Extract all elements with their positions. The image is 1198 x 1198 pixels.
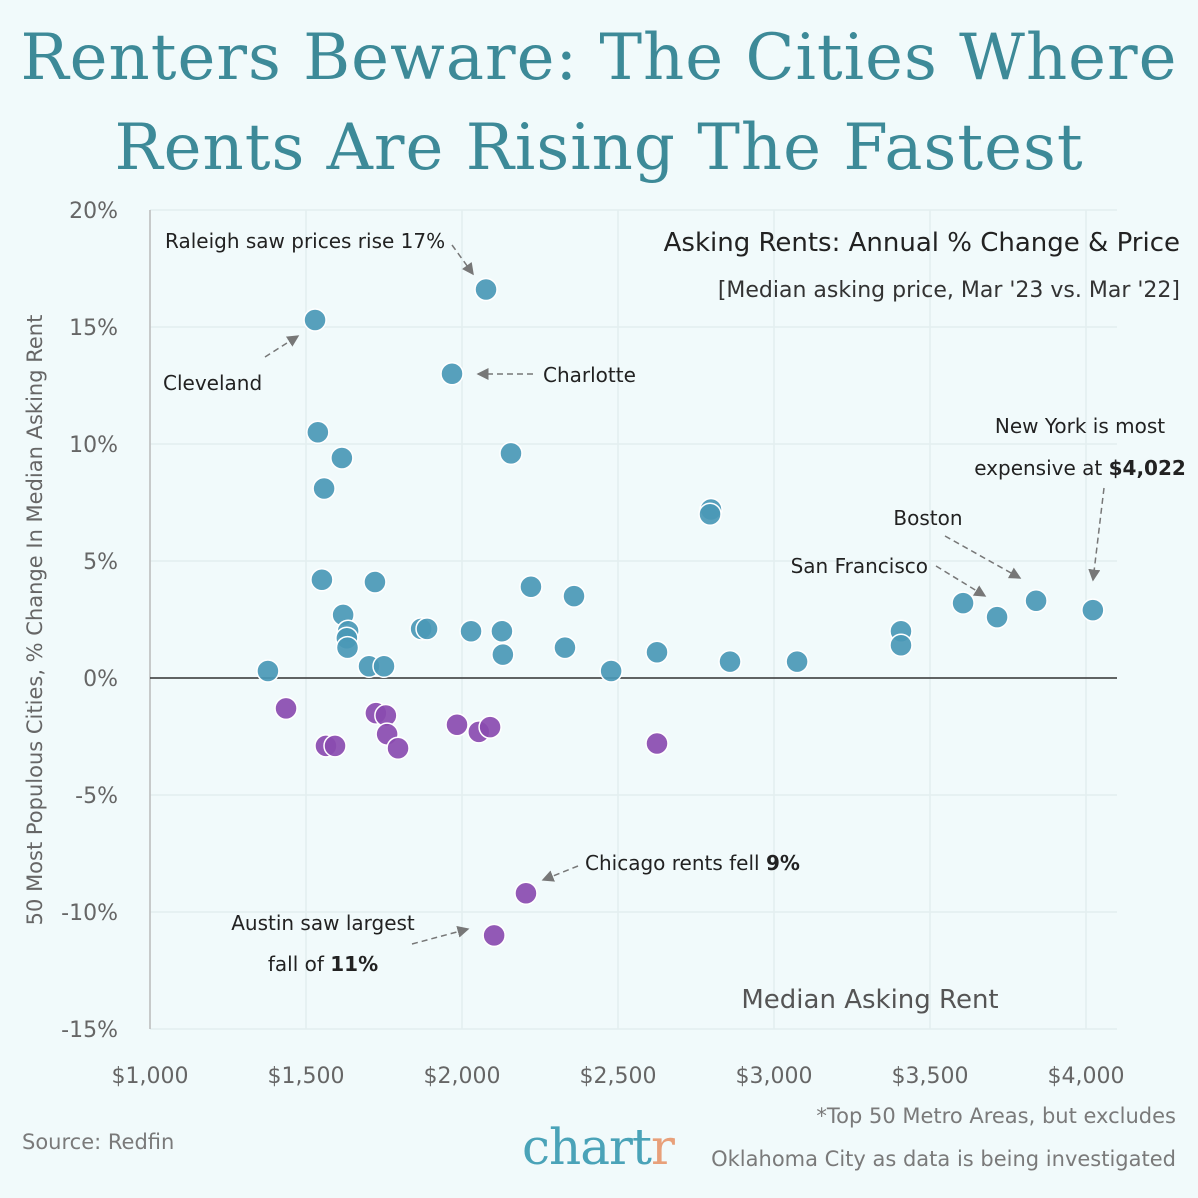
y-tick-label: -10% bbox=[61, 901, 118, 926]
annotation-boston: Boston bbox=[893, 506, 962, 530]
annotation-cleveland: Cleveland bbox=[163, 371, 262, 395]
chart-subtitle: [Median asking price, Mar '23 vs. Mar '2… bbox=[718, 278, 1180, 303]
annotation-arrow-boston bbox=[944, 535, 1022, 579]
y-tick-label: 15% bbox=[69, 316, 118, 341]
y-tick-label: -15% bbox=[61, 1018, 118, 1043]
data-point bbox=[889, 633, 913, 657]
data-point bbox=[303, 308, 327, 332]
title-line-2: Rents Are Rising The Fastest bbox=[114, 111, 1084, 185]
data-point bbox=[474, 277, 498, 302]
annotation-arrow-raleigh bbox=[451, 244, 474, 276]
annotation-newyork: New York is most bbox=[995, 414, 1165, 438]
data-point bbox=[698, 502, 722, 526]
y-tick-label: 20% bbox=[69, 199, 118, 224]
data-point bbox=[363, 570, 387, 594]
data-point bbox=[553, 635, 577, 660]
y-tick-label: -5% bbox=[75, 784, 118, 809]
x-tick-label: $2,000 bbox=[424, 1064, 501, 1089]
gridlines bbox=[149, 209, 1117, 1030]
annotation-austin: fall of 11% bbox=[268, 952, 378, 976]
annotation-text: Austin saw largest bbox=[231, 911, 415, 935]
data-point bbox=[718, 649, 742, 674]
data-point bbox=[306, 420, 330, 445]
annotation-arrow-chicago bbox=[541, 865, 579, 882]
annotation-text: Boston bbox=[893, 506, 962, 530]
data-point bbox=[415, 617, 439, 641]
data-point bbox=[256, 659, 280, 683]
x-tick-label: $3,500 bbox=[892, 1064, 969, 1089]
chart-title: Asking Rents: Annual % Change & Price bbox=[664, 228, 1180, 258]
annotation-chicago: Chicago rents fell 9% bbox=[585, 851, 800, 875]
annotation-arrow-sanfrancisco bbox=[935, 565, 987, 597]
data-point bbox=[478, 715, 502, 739]
annotation-charlotte: Charlotte bbox=[543, 363, 636, 387]
annotation-arrow-cleveland bbox=[264, 335, 300, 358]
x-tick-label: $4,000 bbox=[1048, 1064, 1125, 1089]
data-point bbox=[645, 640, 669, 665]
data-point bbox=[490, 619, 514, 643]
data-point bbox=[459, 619, 483, 643]
annotation-arrow-austin bbox=[411, 925, 470, 945]
annotation-text: Raleigh saw prices rise 17% bbox=[165, 229, 445, 253]
x-axis-label: Median Asking Rent bbox=[741, 985, 998, 1015]
annotation-arrows bbox=[264, 244, 1105, 945]
annotation-text: Cleveland bbox=[163, 371, 262, 395]
data-point bbox=[491, 642, 515, 667]
x-tick-label: $1,000 bbox=[112, 1064, 189, 1089]
x-tick-label: $1,500 bbox=[268, 1064, 345, 1089]
tick-labels: $1,000 $1,500 $2,000 $2,500 $3,000 $3,500 $4,0… bbox=[61, 199, 1124, 1089]
data-point bbox=[562, 584, 586, 608]
data-point bbox=[482, 923, 506, 948]
x-tick-label: $2,500 bbox=[580, 1064, 657, 1089]
annotation-text: fall of bbox=[268, 952, 330, 976]
data-point bbox=[330, 446, 354, 470]
data-point bbox=[445, 713, 469, 737]
data-point bbox=[386, 736, 410, 760]
y-tick-label: 10% bbox=[69, 433, 118, 458]
data-point bbox=[499, 441, 523, 466]
data-point bbox=[985, 605, 1009, 629]
chartr-logo: chartr bbox=[522, 1118, 675, 1176]
annotation-text: New York is most bbox=[995, 414, 1165, 438]
annotation-text: San Francisco bbox=[791, 554, 928, 578]
annotation-text: Chicago rents fell bbox=[585, 851, 766, 875]
y-tick-label: 0% bbox=[83, 667, 118, 692]
data-points bbox=[256, 277, 1105, 948]
data-point bbox=[514, 881, 538, 906]
y-axis-label: 50 Most Populous Cities, % Change In Med… bbox=[23, 315, 47, 926]
annotation-arrow-newyork bbox=[1088, 487, 1105, 582]
data-point bbox=[312, 476, 336, 501]
title-line-1: Renters Beware: The Cities Where bbox=[20, 21, 1178, 95]
data-point bbox=[372, 654, 396, 679]
data-point bbox=[951, 591, 975, 615]
y-tick-label: 5% bbox=[83, 550, 118, 575]
data-point bbox=[599, 659, 623, 683]
data-point bbox=[335, 635, 360, 660]
x-tick-label: $3,000 bbox=[736, 1064, 813, 1089]
data-point bbox=[440, 362, 464, 386]
data-point bbox=[519, 574, 543, 599]
data-point bbox=[274, 696, 298, 721]
data-point bbox=[645, 731, 669, 756]
footnote-line-1: *Top 50 Metro Areas, but excludes bbox=[816, 1104, 1176, 1128]
data-point bbox=[1024, 589, 1048, 613]
annotation-bold-value: 11% bbox=[330, 952, 378, 976]
annotation-bold-value: 9% bbox=[766, 851, 800, 875]
annotations: Raleigh saw prices rise 17% Cleveland Char… bbox=[163, 229, 1186, 976]
footnote-line-2: Oklahoma City as data is being investiga… bbox=[711, 1147, 1176, 1171]
data-point bbox=[323, 734, 347, 758]
data-point bbox=[310, 567, 334, 592]
annotation-newyork: expensive at $4,022 bbox=[974, 456, 1186, 480]
data-point bbox=[1081, 598, 1105, 622]
axes bbox=[149, 210, 1117, 1029]
data-point bbox=[785, 649, 809, 674]
annotation-text: expensive at bbox=[974, 456, 1108, 480]
annotation-bold-value: $4,022 bbox=[1109, 456, 1186, 480]
annotation-raleigh: Raleigh saw prices rise 17% bbox=[165, 229, 445, 253]
source-note: Source: Redfin bbox=[22, 1130, 175, 1154]
annotation-austin: Austin saw largest bbox=[231, 911, 415, 935]
annotation-text: Charlotte bbox=[543, 363, 636, 387]
annotation-sanfrancisco: San Francisco bbox=[791, 554, 928, 578]
